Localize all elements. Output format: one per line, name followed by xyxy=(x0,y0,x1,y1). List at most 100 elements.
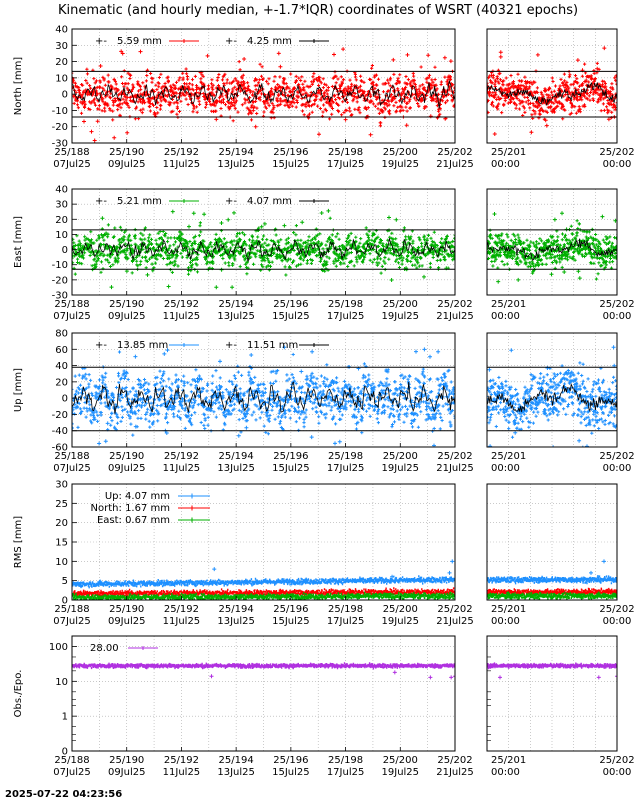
y-tick-label: 20 xyxy=(55,215,68,226)
x-tick-label-top: 25/202 xyxy=(599,299,634,310)
x-tick-label-bottom: 00:00 xyxy=(491,311,520,322)
obs-outlier xyxy=(428,675,433,680)
x-tick-label-top: 25/202 xyxy=(437,755,472,766)
obs-outlier xyxy=(453,674,455,679)
east-hourly-median xyxy=(72,238,455,262)
x-tick-label-top: 25/202 xyxy=(437,604,472,615)
plot-frame xyxy=(71,188,456,296)
x-tick-label-bottom: 21Jul25 xyxy=(436,463,474,474)
x-tick-label-top: 25/190 xyxy=(109,147,144,158)
x-tick-label-top: 25/188 xyxy=(54,451,89,462)
plot-frame xyxy=(486,332,618,448)
y-tick-label: 20 xyxy=(55,57,68,68)
legend-marker xyxy=(312,343,316,347)
x-tick-label-top: 25/194 xyxy=(219,604,254,615)
obs-outlier xyxy=(498,675,502,680)
x-tick-label-bottom: 17Jul25 xyxy=(327,767,365,778)
x-tick-label-bottom: 13Jul25 xyxy=(217,159,255,170)
y-tick-label: 10 xyxy=(55,230,68,241)
y-tick-label: 40 xyxy=(55,361,68,372)
x-tick-label-top: 25/188 xyxy=(54,755,89,766)
x-tick-label-top: 25/196 xyxy=(273,755,308,766)
east-kinematic-points xyxy=(487,211,617,284)
x-tick-label-bottom: 00:00 xyxy=(491,767,520,778)
x-tick-label-top: 25/190 xyxy=(109,604,144,615)
legend-label: North: 1.67 mm xyxy=(91,503,170,514)
rms-series-up xyxy=(72,575,455,589)
x-tick-label-bottom: 00:00 xyxy=(491,463,520,474)
legend-marker xyxy=(312,39,316,43)
plot-frame xyxy=(71,332,456,448)
x-tick-label-bottom: 11Jul25 xyxy=(163,311,201,322)
legend-plusminus: +- xyxy=(225,340,237,351)
x-tick-label-top: 25/198 xyxy=(328,451,363,462)
y-tick-label: 40 xyxy=(55,25,68,36)
legend-plusminus: +- xyxy=(225,36,237,47)
x-tick-label-bottom: 21Jul25 xyxy=(436,767,474,778)
x-tick-label-top: 25/202 xyxy=(437,147,472,158)
x-tick-label-bottom: 07Jul25 xyxy=(53,463,91,474)
x-tick-label-bottom: 07Jul25 xyxy=(53,311,91,322)
x-tick-label-top: 25/201 xyxy=(491,755,526,766)
legend-label: 4.07 mm xyxy=(247,196,292,207)
rms-outlier xyxy=(589,570,593,575)
rms-outlier xyxy=(390,574,395,579)
up-hourly-median xyxy=(487,383,617,413)
north-hourly-median xyxy=(72,79,455,109)
rms-series-east xyxy=(72,591,455,600)
data-points xyxy=(487,211,617,284)
x-tick-label-top: 25/190 xyxy=(109,755,144,766)
east-hourly-median xyxy=(487,238,617,262)
up-kinematic-points xyxy=(487,345,617,447)
x-tick-label-top: 25/202 xyxy=(437,299,472,310)
x-tick-label-bottom: 11Jul25 xyxy=(163,159,201,170)
y-tick-label: 20 xyxy=(55,518,68,529)
x-tick-label-top: 25/202 xyxy=(437,451,472,462)
x-tick-label-bottom: 17Jul25 xyxy=(327,616,365,627)
x-tick-label-bottom: 00:00 xyxy=(603,463,632,474)
rms-series-east xyxy=(487,591,617,600)
x-tick-label-top: 25/188 xyxy=(54,299,89,310)
x-tick-label-top: 25/196 xyxy=(273,604,308,615)
y-tick-label: 0 xyxy=(62,394,68,405)
legend-marker xyxy=(182,39,186,43)
x-tick-label-bottom: 11Jul25 xyxy=(163,616,201,627)
x-tick-label-top: 25/202 xyxy=(599,451,634,462)
x-tick-label-top: 25/200 xyxy=(383,299,418,310)
data-points xyxy=(487,345,617,447)
legend-label: 11.51 mm xyxy=(247,340,298,351)
x-tick-label-bottom: 15Jul25 xyxy=(272,616,310,627)
x-tick-label-bottom: 09Jul25 xyxy=(108,767,146,778)
obs-series xyxy=(487,662,617,670)
legend-label: 4.25 mm xyxy=(247,36,292,47)
legend-marker xyxy=(182,343,186,347)
y-tick-label: 100 xyxy=(49,642,68,653)
x-tick-label-top: 25/196 xyxy=(273,299,308,310)
x-tick-label-top: 25/200 xyxy=(383,147,418,158)
x-tick-label-bottom: 07Jul25 xyxy=(53,159,91,170)
x-tick-label-bottom: 11Jul25 xyxy=(163,767,201,778)
x-tick-label-bottom: 19Jul25 xyxy=(382,767,420,778)
data-points xyxy=(487,662,617,680)
legend-marker xyxy=(141,646,145,650)
y-tick-label: 25 xyxy=(55,499,68,510)
obs-outlier xyxy=(449,675,454,680)
legend-marker xyxy=(312,199,316,203)
legend-plusminus: +- xyxy=(95,340,107,351)
rms-outlier xyxy=(447,570,452,575)
x-tick-label-bottom: 13Jul25 xyxy=(217,616,255,627)
plot-frame xyxy=(486,483,618,601)
plot-frame xyxy=(486,28,618,144)
x-tick-label-top: 25/188 xyxy=(54,604,89,615)
y-tick-label: -40 xyxy=(52,426,68,437)
y-tick-label: -30 xyxy=(52,139,68,150)
legend-plusminus: +- xyxy=(95,196,107,207)
rms-series-up xyxy=(487,575,617,585)
y-tick-label: -10 xyxy=(52,106,68,117)
